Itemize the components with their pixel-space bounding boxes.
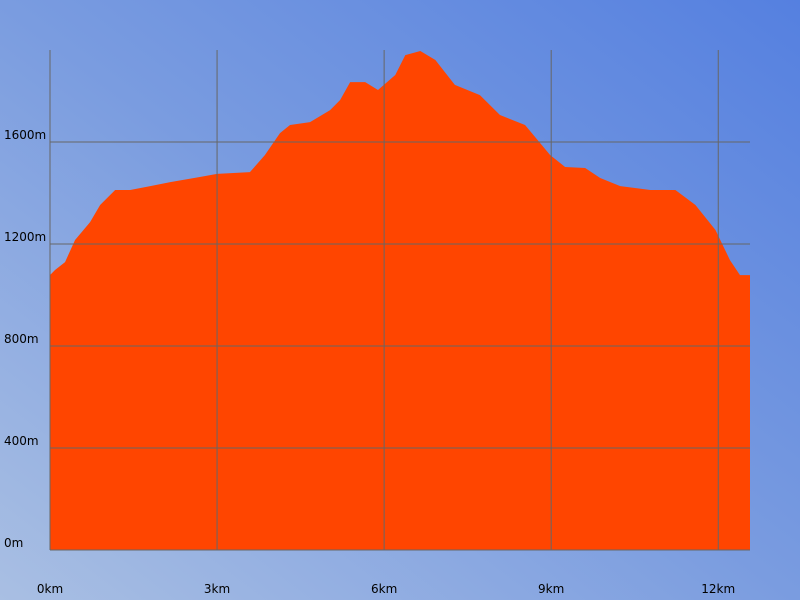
- y-tick-label: 1200m: [4, 230, 46, 244]
- x-tick-label: 9km: [538, 582, 564, 596]
- y-tick-label: 1600m: [4, 128, 46, 142]
- x-tick-label: 0km: [37, 582, 63, 596]
- x-tick-label: 12km: [701, 582, 735, 596]
- y-tick-label: 400m: [4, 434, 39, 448]
- x-tick-label: 3km: [204, 582, 230, 596]
- y-tick-label: 800m: [4, 332, 39, 346]
- x-tick-label: 6km: [371, 582, 397, 596]
- y-tick-label: 0m: [4, 536, 23, 550]
- elevation-area: [50, 51, 750, 550]
